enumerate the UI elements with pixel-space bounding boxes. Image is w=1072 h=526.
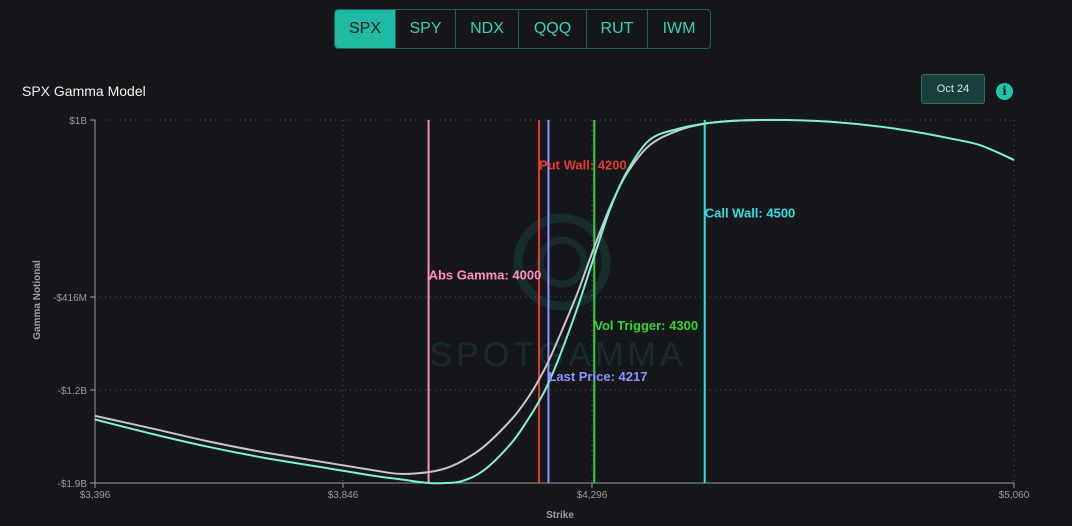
y-axis-label: Gamma Notional (32, 260, 43, 340)
date-button[interactable]: Oct 24 (921, 74, 985, 104)
level-lines (427, 120, 706, 483)
level-label: Last Price: 4217 (548, 369, 647, 384)
y-tick-label: -$416M (53, 293, 87, 304)
series-line-previous (94, 118, 788, 475)
grid (95, 119, 1015, 483)
level-label: Vol Trigger: 4300 (594, 318, 698, 333)
y-tick-label: -$1.2B (58, 386, 88, 397)
x-tick-label: $4,296 (577, 490, 608, 501)
tab-spy[interactable]: SPY (396, 10, 456, 48)
tab-iwm[interactable]: IWM (662, 20, 696, 37)
level-label: Call Wall: 4500 (705, 206, 796, 221)
y-axis-ticks: $1B -$416M -$1.2B -$1.9B (53, 116, 95, 490)
y-tick-label: $1B (69, 116, 87, 127)
chart-title: SPX Gamma Model (22, 83, 146, 99)
x-tick-label: $3,396 (80, 490, 111, 501)
tab-qqq[interactable]: QQQ (519, 10, 587, 48)
x-tick-label: $5,060 (999, 490, 1030, 501)
x-tick-label: $3,846 (328, 490, 359, 501)
series (94, 118, 1015, 485)
tab-rut[interactable]: RUT (587, 10, 648, 48)
x-axis-label: Strike (546, 510, 574, 521)
level-labels: Abs Gamma: 4000 Put Wall: 4200 Last Price:… (429, 157, 796, 383)
axes (94, 120, 1014, 484)
watermark: SPOTGAMMA (429, 213, 683, 374)
level-label: Put Wall: 4200 (539, 157, 627, 172)
tab-spx[interactable]: SPX (335, 10, 396, 48)
y-tick-label: -$1.9B (58, 479, 88, 490)
watermark-logo-icon (513, 213, 611, 311)
info-icon[interactable]: i (996, 83, 1013, 100)
tab-ndx[interactable]: NDX (456, 10, 519, 48)
level-label: Abs Gamma: 4000 (429, 267, 542, 282)
series-line-current (94, 118, 1015, 485)
x-axis-ticks: $3,396 $3,846 $4,296 $5,060 (80, 483, 1030, 501)
ticker-tabs: SPX SPY NDX QQQ RUT IWM (334, 9, 711, 49)
